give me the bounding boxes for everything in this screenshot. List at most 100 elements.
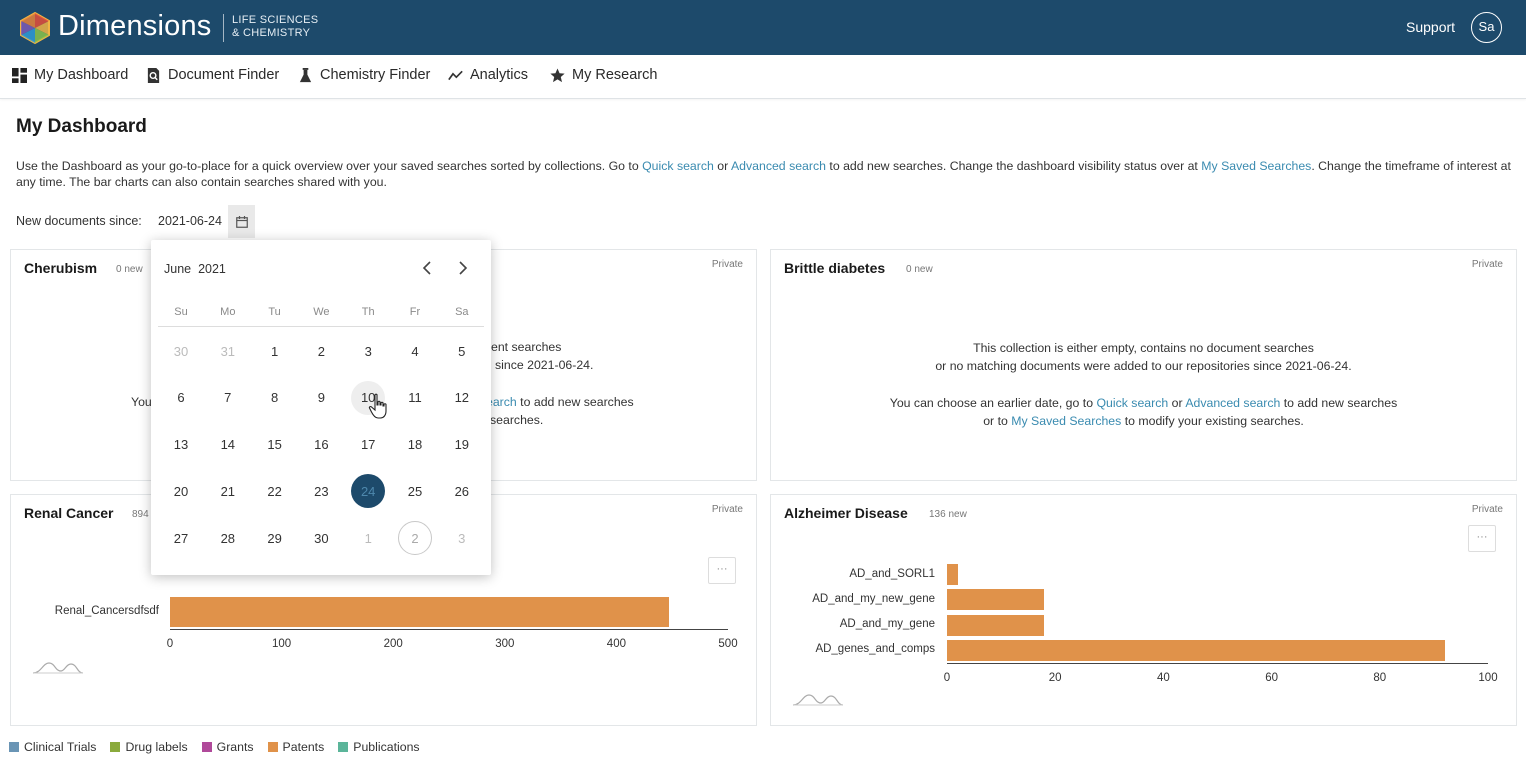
bar-category-label: AD_and_my_gene <box>839 618 935 631</box>
datepicker-day[interactable]: 8 <box>270 390 279 406</box>
datepicker-day[interactable]: 24 <box>351 474 386 509</box>
bar-category-label: Renal_Cancersdfsdf <box>54 605 159 617</box>
my-saved-searches-link[interactable]: My Saved Searches <box>1011 414 1122 428</box>
nav-my-research[interactable]: My Research <box>550 67 657 83</box>
empty-message-line: or to My Saved Searches to modify your e… <box>771 412 1516 430</box>
datepicker-day[interactable]: 21 <box>220 483 236 499</box>
calendar-button[interactable] <box>228 205 255 238</box>
datepicker-day[interactable]: 7 <box>224 390 232 406</box>
datepicker-day[interactable]: 6 <box>177 390 185 406</box>
advanced-search-link[interactable]: earch <box>486 395 517 409</box>
chart-legend: Clinical Trials Drug labels Grants Paten… <box>9 740 420 754</box>
datepicker-month-year[interactable]: June 2021 <box>164 262 226 276</box>
dimensions-logo-icon[interactable] <box>18 11 52 45</box>
x-tick-label: 80 <box>1373 671 1387 684</box>
nav-chemistry-finder[interactable]: Chemistry Finder <box>298 67 430 83</box>
datepicker-day[interactable]: 3 <box>458 530 466 546</box>
card-visibility: Private <box>1471 504 1503 515</box>
datepicker-day[interactable]: 28 <box>220 530 236 546</box>
sparkline-icon <box>792 694 844 706</box>
card-count: 0 new <box>906 264 933 275</box>
legend-item-publications[interactable]: Publications <box>338 740 420 754</box>
datepicker-day[interactable]: 25 <box>407 483 423 499</box>
datepicker-day[interactable]: 18 <box>407 437 423 453</box>
top-header: Dimensions LIFE SCIENCES & CHEMISTRY Sup… <box>0 0 1526 55</box>
bar[interactable] <box>947 639 1445 661</box>
legend-item-patents[interactable]: Patents <box>267 740 325 754</box>
nav-analytics[interactable]: Analytics <box>448 67 528 83</box>
intro-text: Use the Dashboard as your go-to-place fo… <box>16 158 1511 190</box>
datepicker-day[interactable]: 31 <box>220 343 236 359</box>
datepicker-day[interactable]: 4 <box>411 343 419 359</box>
legend-item-grants[interactable]: Grants <box>201 740 254 754</box>
legend-swatch <box>338 742 349 752</box>
datepicker-day[interactable]: 30 <box>314 530 329 546</box>
datepicker-day[interactable]: 5 <box>458 343 466 359</box>
datepicker-day[interactable]: 22 <box>267 483 282 499</box>
since-label: New documents since: <box>16 214 142 228</box>
datepicker-popup: June 2021 Su Mo Tu We Th Fr Sa 30 31 1 2 3 4 5 6 7 8 9 10 1… <box>151 240 491 575</box>
user-avatar[interactable]: Sa <box>1471 12 1502 43</box>
datepicker-day[interactable]: 2 <box>317 343 325 359</box>
datepicker-day[interactable]: 30 <box>173 343 189 359</box>
flask-icon <box>299 67 312 82</box>
datepicker-day[interactable]: 17 <box>360 437 376 453</box>
datepicker-day[interactable]: 9 <box>317 390 325 406</box>
datepicker-day[interactable]: 11 <box>408 390 422 406</box>
chevron-left-icon[interactable] <box>418 258 438 278</box>
legend-item-clinical-trials[interactable]: Clinical Trials <box>9 740 96 754</box>
legend-label: Patents <box>282 740 325 754</box>
datepicker-day[interactable]: 26 <box>454 483 470 499</box>
datepicker-day[interactable]: 29 <box>267 530 282 546</box>
legend-item-drug-labels[interactable]: Drug labels <box>110 740 188 754</box>
analytics-icon <box>448 70 463 80</box>
datepicker-day[interactable]: 2 <box>398 521 432 556</box>
datepicker-day[interactable]: 14 <box>220 437 236 453</box>
datepicker-day[interactable]: 15 <box>267 437 282 453</box>
datepicker-day[interactable]: 27 <box>173 530 189 546</box>
legend-label: Drug labels <box>125 740 188 754</box>
datepicker-day[interactable]: 20 <box>173 483 189 499</box>
more-options-button[interactable]: ··· <box>708 557 736 584</box>
brand-name[interactable]: Dimensions <box>58 10 212 42</box>
more-options-button[interactable]: ··· <box>1468 525 1496 552</box>
quick-search-link[interactable]: Quick search <box>642 159 714 173</box>
datepicker-day[interactable]: 1 <box>270 343 279 359</box>
nav-document-finder[interactable]: Document Finder <box>146 67 279 83</box>
card-title: Renal Cancer <box>24 505 114 521</box>
x-axis-line <box>170 629 728 630</box>
advanced-search-link[interactable]: Advanced search <box>730 159 826 173</box>
x-tick-label: 0 <box>166 638 174 650</box>
bar[interactable] <box>170 597 669 627</box>
hand-pointer-cursor-icon <box>368 393 387 419</box>
nav-my-dashboard[interactable]: My Dashboard <box>12 67 128 83</box>
bar[interactable] <box>947 589 1045 611</box>
datepicker-day[interactable]: 13 <box>173 437 189 453</box>
chevron-right-icon[interactable] <box>452 258 472 278</box>
nav-label: Document Finder <box>168 67 280 83</box>
brand-subtitle: LIFE SCIENCES & CHEMISTRY <box>232 14 318 40</box>
legend-swatch <box>267 742 278 752</box>
datepicker-day[interactable]: 12 <box>454 390 470 406</box>
empty-message-fragment: earch to add new searches <box>486 395 634 409</box>
datepicker-day[interactable]: 16 <box>314 437 329 453</box>
quick-search-link[interactable]: Quick search <box>1096 396 1169 410</box>
datepicker-day[interactable]: 3 <box>364 343 372 359</box>
datepicker-day[interactable]: 23 <box>314 483 329 499</box>
x-axis-line <box>947 662 1488 664</box>
advanced-search-link[interactable]: Advanced search <box>1185 396 1281 410</box>
datepicker-weekday: Tu <box>268 306 281 318</box>
since-date-input[interactable]: 2021-06-24 <box>158 214 222 228</box>
datepicker-day[interactable]: 1 <box>364 530 372 546</box>
support-link[interactable]: Support <box>1406 19 1456 35</box>
datepicker-day[interactable]: 19 <box>454 437 470 453</box>
x-tick-label: 200 <box>383 638 403 650</box>
card-title: Cherubism <box>24 260 98 276</box>
calendar-icon <box>235 215 248 228</box>
my-saved-searches-link[interactable]: My Saved Searches <box>1201 159 1312 173</box>
bar[interactable] <box>947 564 958 585</box>
intro-part: . Change the timeframe of interest at an… <box>16 159 1511 189</box>
x-tick-label: 20 <box>1048 671 1062 684</box>
card-visibility: Private <box>1471 259 1503 270</box>
bar[interactable] <box>947 614 1045 636</box>
